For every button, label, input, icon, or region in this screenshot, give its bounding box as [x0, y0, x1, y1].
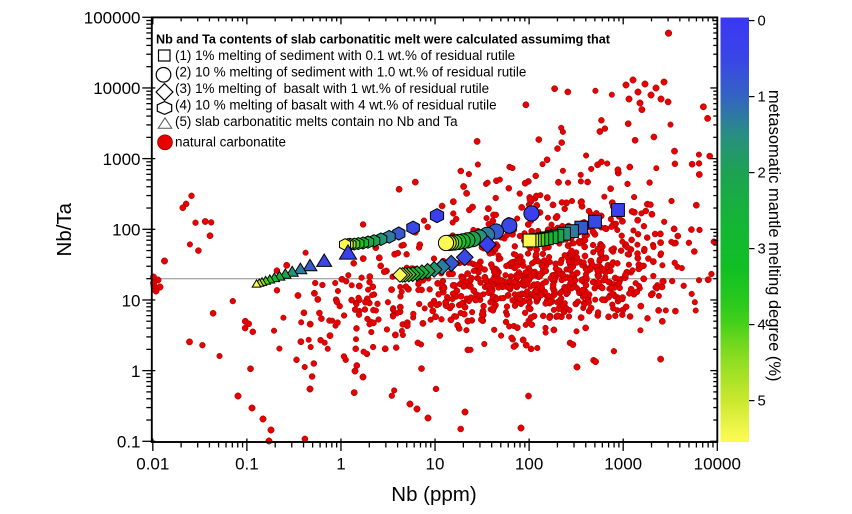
svg-text:1000: 1000 [604, 455, 642, 474]
svg-text:100: 100 [515, 455, 543, 474]
svg-text:4: 4 [758, 317, 766, 333]
svg-text:10000: 10000 [93, 79, 140, 98]
svg-text:0: 0 [758, 13, 766, 29]
svg-text:Nb (ppm): Nb (ppm) [391, 483, 476, 506]
svg-text:5: 5 [758, 393, 766, 409]
svg-text:(2) 10 % melting of sediment w: (2) 10 % melting of sediment with 1.0 wt… [175, 65, 526, 80]
svg-text:10: 10 [426, 455, 445, 474]
svg-text:3: 3 [758, 241, 766, 257]
svg-text:10: 10 [122, 291, 141, 310]
svg-text:0.1: 0.1 [117, 433, 141, 452]
svg-text:0.1: 0.1 [235, 455, 259, 474]
svg-text:natural carbonatite: natural carbonatite [175, 135, 286, 150]
svg-text:(1) 1% melting of sediment wit: (1) 1% melting of sediment with 0.1 wt.%… [175, 48, 515, 63]
svg-text:1: 1 [758, 89, 766, 105]
svg-text:100: 100 [112, 221, 140, 240]
svg-text:100000: 100000 [84, 9, 141, 28]
svg-text:0.01: 0.01 [136, 455, 169, 474]
svg-text:metasomatic mantle melting deg: metasomatic mantle melting degree (%) [765, 90, 783, 382]
svg-text:1: 1 [336, 455, 345, 474]
svg-text:Nb/Ta: Nb/Ta [53, 202, 76, 256]
svg-text:1: 1 [131, 362, 140, 381]
svg-text:10000: 10000 [694, 455, 741, 474]
svg-text:1000: 1000 [103, 150, 141, 169]
svg-text:Nb and Ta contents of slab car: Nb and Ta contents of slab carbonatitic … [156, 33, 611, 47]
svg-text:(5) slab carbonatitic melts co: (5) slab carbonatitic melts contain no N… [175, 114, 458, 129]
svg-text:(3) 1% melting of basalt with: (3) 1% melting of basalt with 1 wt.% of … [175, 81, 489, 96]
svg-text:(4) 10 % melting of basalt wit: (4) 10 % melting of basalt with 4 wt.% o… [175, 98, 497, 113]
svg-text:2: 2 [758, 165, 766, 181]
